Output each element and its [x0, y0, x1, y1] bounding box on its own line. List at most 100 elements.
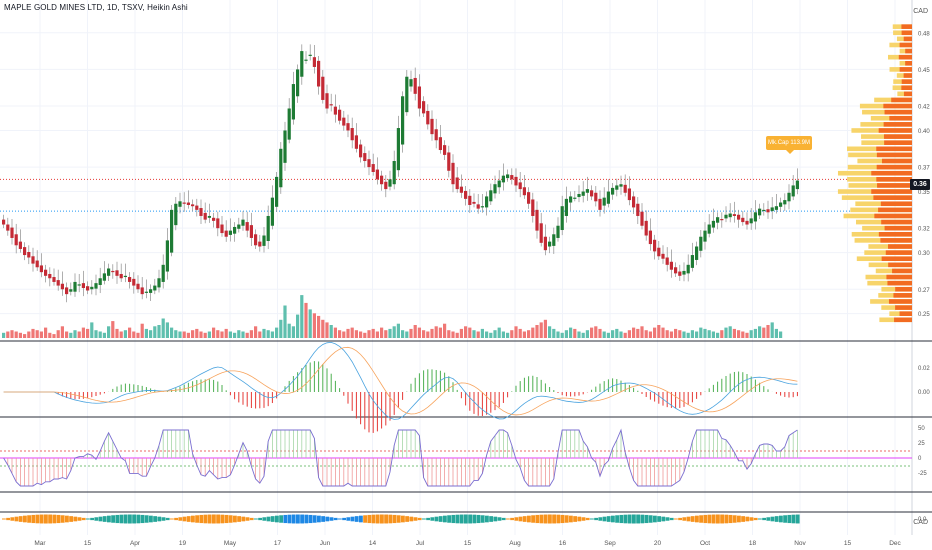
volume-bar [480, 328, 484, 338]
volume-bar [165, 322, 169, 338]
oscillator-bar [157, 516, 162, 522]
candle [308, 54, 312, 56]
volume-bar [690, 330, 694, 338]
volume-bar [493, 330, 497, 338]
candle [648, 230, 652, 245]
oscillator-bar [220, 514, 225, 524]
volume-bar [531, 327, 535, 338]
candle [237, 224, 241, 229]
volume-bar [39, 331, 43, 338]
oscillator-bar [35, 514, 40, 524]
volume-bar [346, 328, 350, 338]
oscillator-bar [657, 516, 661, 522]
currency-label: CAD [913, 8, 928, 15]
volume-profile-bar-hi [883, 122, 912, 127]
candle [741, 217, 745, 223]
volume-profile-bar-hi [903, 91, 912, 97]
oscillator-bar [39, 514, 44, 524]
oscillator-bar [669, 517, 674, 521]
candle [657, 247, 661, 257]
oscillator-bar [270, 516, 275, 522]
volume-bar [695, 331, 699, 338]
candle [506, 174, 510, 179]
oscillator-bar [581, 517, 586, 521]
oscillator-bar [447, 515, 451, 523]
volume-bar [590, 327, 594, 338]
oscillator-bar [224, 514, 229, 524]
oscillator-bar [690, 516, 695, 522]
volume-bar [581, 332, 585, 338]
volume-bar [396, 323, 400, 338]
candle [552, 234, 556, 246]
volume-bar [6, 331, 10, 338]
volume-bar [81, 327, 85, 338]
oscillator-bar [564, 515, 569, 523]
volume-bar [321, 319, 325, 338]
candle [48, 273, 52, 279]
candle [548, 241, 552, 247]
volume-bar [111, 321, 115, 338]
candle [703, 230, 707, 242]
x-tick-label: Jul [416, 540, 425, 547]
oscillator-bar [552, 514, 556, 524]
candle [375, 169, 379, 180]
volume-bar [312, 313, 316, 338]
volume-profile-bar-hi [883, 134, 912, 139]
oscillator-bar [279, 515, 283, 523]
candle [699, 236, 703, 251]
volume-profile-bar-hi [905, 60, 912, 66]
oscillator-bar [506, 518, 510, 520]
volume-profile-bar-hi [871, 189, 912, 194]
candle [564, 198, 568, 216]
candle [98, 278, 102, 285]
candle [619, 184, 623, 187]
volume-bar [417, 327, 421, 338]
volume-bar [464, 326, 468, 338]
oscillator-bar [749, 517, 754, 521]
volume-bar [640, 326, 644, 338]
volume-bar [518, 328, 522, 338]
oscillator-bar [413, 517, 418, 521]
candle [539, 223, 543, 243]
oscillator-bar [489, 516, 493, 522]
oscillator-bar [594, 517, 598, 521]
volume-profile-bar-hi [901, 24, 912, 29]
candle [455, 177, 459, 190]
oscillator-bar [300, 514, 304, 524]
volume-profile-bar-hi [873, 195, 912, 200]
volume-bar [745, 332, 749, 338]
candle [384, 181, 388, 190]
volume-bar [107, 326, 111, 338]
oscillator-bar [485, 515, 489, 523]
candle [632, 196, 636, 208]
volume-bar [674, 328, 678, 338]
y-tick-label: 0.45 [918, 68, 930, 74]
candle [342, 117, 346, 126]
volume-bar [678, 330, 682, 338]
oscillator-bar [762, 517, 766, 521]
oscillator-bar [111, 515, 115, 523]
oscillator-bar [401, 515, 405, 523]
volume-bar [140, 323, 144, 338]
volume-bar [485, 331, 489, 338]
candle [468, 195, 472, 205]
candle [451, 162, 455, 185]
candle [119, 273, 123, 279]
candle [426, 110, 430, 125]
volume-bar [619, 331, 623, 338]
oscillator-bar [77, 517, 82, 521]
volume-bar [741, 331, 745, 338]
oscillator-bar [338, 518, 342, 520]
candle [707, 224, 711, 234]
oscillator-bar [350, 516, 355, 522]
volume-bar [23, 334, 27, 338]
oscillator-bar [443, 515, 447, 523]
candle [615, 185, 619, 190]
oscillator-bar [539, 514, 544, 524]
candle [438, 137, 442, 151]
candle [266, 215, 270, 242]
volume-bar [522, 331, 526, 338]
oscillator-bar [69, 516, 73, 522]
candle [224, 230, 228, 237]
